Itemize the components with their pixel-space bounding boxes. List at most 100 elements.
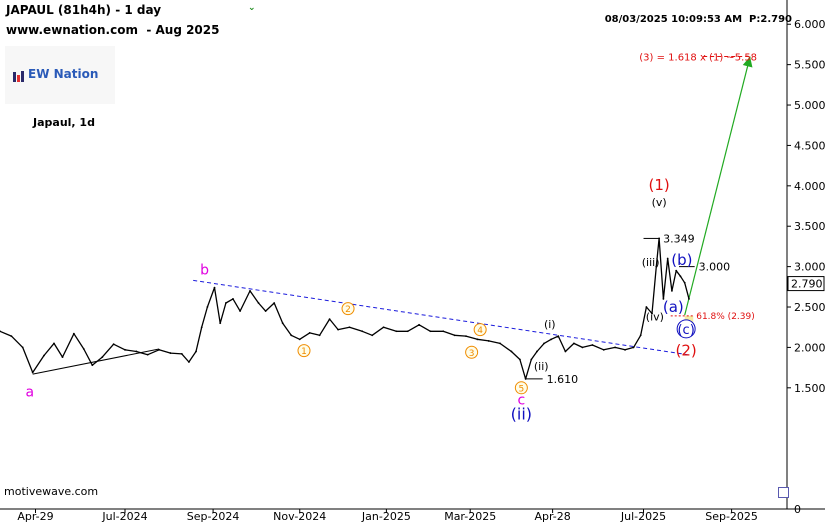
x-tick-label: Jul-2025 — [620, 510, 666, 523]
x-tick-label: Sep-2024 — [187, 510, 240, 523]
price-point — [21, 346, 24, 349]
price-point — [232, 298, 234, 300]
wave-marker-circle — [676, 319, 696, 339]
dropdown-chevron-icon[interactable]: ⌄ — [248, 3, 256, 13]
price-point — [476, 338, 479, 341]
wave-label: 5 — [518, 384, 524, 394]
trendline — [193, 279, 688, 356]
wave-label: (iv) — [646, 311, 664, 324]
price-point — [530, 358, 533, 361]
symbol-title: JAPAUL (81h4h) - 1 day — [6, 3, 162, 17]
wave-label: 4 — [477, 326, 483, 336]
price-point — [395, 330, 398, 333]
price-point — [328, 318, 331, 321]
price-point — [224, 302, 227, 304]
logo-wave-icon — [12, 69, 26, 83]
price-point — [510, 350, 513, 353]
x-tick-label: Jul-2024 — [101, 510, 147, 523]
target-label: (3) = 1.618 x (1) ~5.58 — [639, 53, 757, 64]
y-tick-label: 2.000 — [794, 341, 825, 354]
price-point — [524, 378, 527, 380]
price-point — [180, 352, 183, 355]
price-line — [0, 237, 690, 380]
price-point — [519, 358, 521, 361]
last-price-label: 2.790 — [791, 278, 823, 291]
wave-label: (2) — [676, 341, 697, 359]
price-point — [146, 353, 149, 356]
price-point — [101, 356, 104, 359]
projection-arrowhead — [742, 56, 753, 68]
price-point — [281, 322, 284, 325]
price-point — [543, 342, 545, 345]
price-point — [290, 334, 293, 337]
level-label: 3.349 — [663, 232, 695, 245]
price-point — [298, 338, 301, 341]
price-point — [264, 310, 267, 312]
price-point — [614, 346, 617, 349]
price-point — [655, 265, 658, 268]
chart-name-label: Japaul, 1d — [33, 116, 95, 129]
price-point — [371, 334, 374, 337]
y-tick-label: 5.500 — [794, 59, 825, 72]
footer-credit: motivewave.com — [4, 485, 99, 498]
y-tick-label: 2.500 — [794, 301, 825, 314]
datetime-text: 08/03/2025 10:09:53 AM — [604, 14, 743, 25]
price-readout: P:2.790 — [749, 14, 792, 25]
wave-label: b — [200, 263, 209, 279]
price-point — [308, 331, 311, 334]
scroll-handle[interactable] — [778, 487, 789, 498]
price-point — [195, 350, 197, 353]
price-point — [337, 328, 339, 331]
wave-label: (ii) — [534, 360, 549, 373]
price-point — [688, 298, 690, 300]
wave-label: (b) — [671, 251, 692, 269]
price-point — [418, 323, 420, 326]
price-point — [602, 348, 605, 351]
price-point — [169, 352, 172, 354]
wave-label: (v) — [652, 196, 667, 209]
price-point — [53, 342, 55, 345]
y-tick-label: 3.500 — [794, 220, 825, 233]
price-point — [219, 322, 222, 325]
price-point — [257, 302, 260, 304]
price-point — [10, 335, 13, 338]
price-point — [112, 343, 115, 346]
y-tick-label: 3.000 — [794, 261, 825, 274]
site-title: www.ewnation.com - Aug 2025 — [6, 23, 220, 37]
price-point — [61, 356, 64, 359]
wave-label: a — [26, 385, 35, 401]
price-point — [135, 350, 138, 353]
level-label: 3.000 — [699, 261, 731, 274]
y-tick-label: 6.000 — [794, 18, 825, 31]
wave-label: (i) — [544, 318, 556, 331]
price-point — [487, 340, 490, 342]
wave-marker-circle — [514, 381, 528, 395]
y-tick-label: 5.000 — [794, 99, 825, 112]
price-point — [382, 326, 385, 329]
price-point — [429, 330, 432, 333]
price-point — [453, 334, 456, 337]
price-point — [499, 342, 501, 345]
price-point — [658, 237, 661, 240]
price-point — [200, 326, 203, 329]
price-point — [564, 350, 567, 353]
price-point — [679, 275, 682, 278]
wave-label: 3 — [469, 349, 475, 359]
y-tick-label: 4.500 — [794, 139, 825, 152]
wave-label: 1 — [301, 347, 307, 357]
datetime-readout: 08/03/2025 10:09:53 AM P:2.790 — [591, 3, 792, 36]
wave-label: c — [518, 393, 526, 409]
wave-label: 2 — [345, 305, 351, 315]
y-tick-label: 4.000 — [794, 180, 825, 193]
x-tick-label: Jan-2025 — [361, 510, 411, 523]
wave-marker-circle — [465, 345, 479, 359]
price-point — [188, 361, 190, 363]
price-point — [624, 348, 626, 351]
wave-label: (c) — [677, 323, 694, 338]
price-point — [671, 289, 673, 292]
price-point — [666, 257, 669, 260]
price-point — [591, 344, 594, 346]
wave-marker-circle — [297, 344, 311, 358]
